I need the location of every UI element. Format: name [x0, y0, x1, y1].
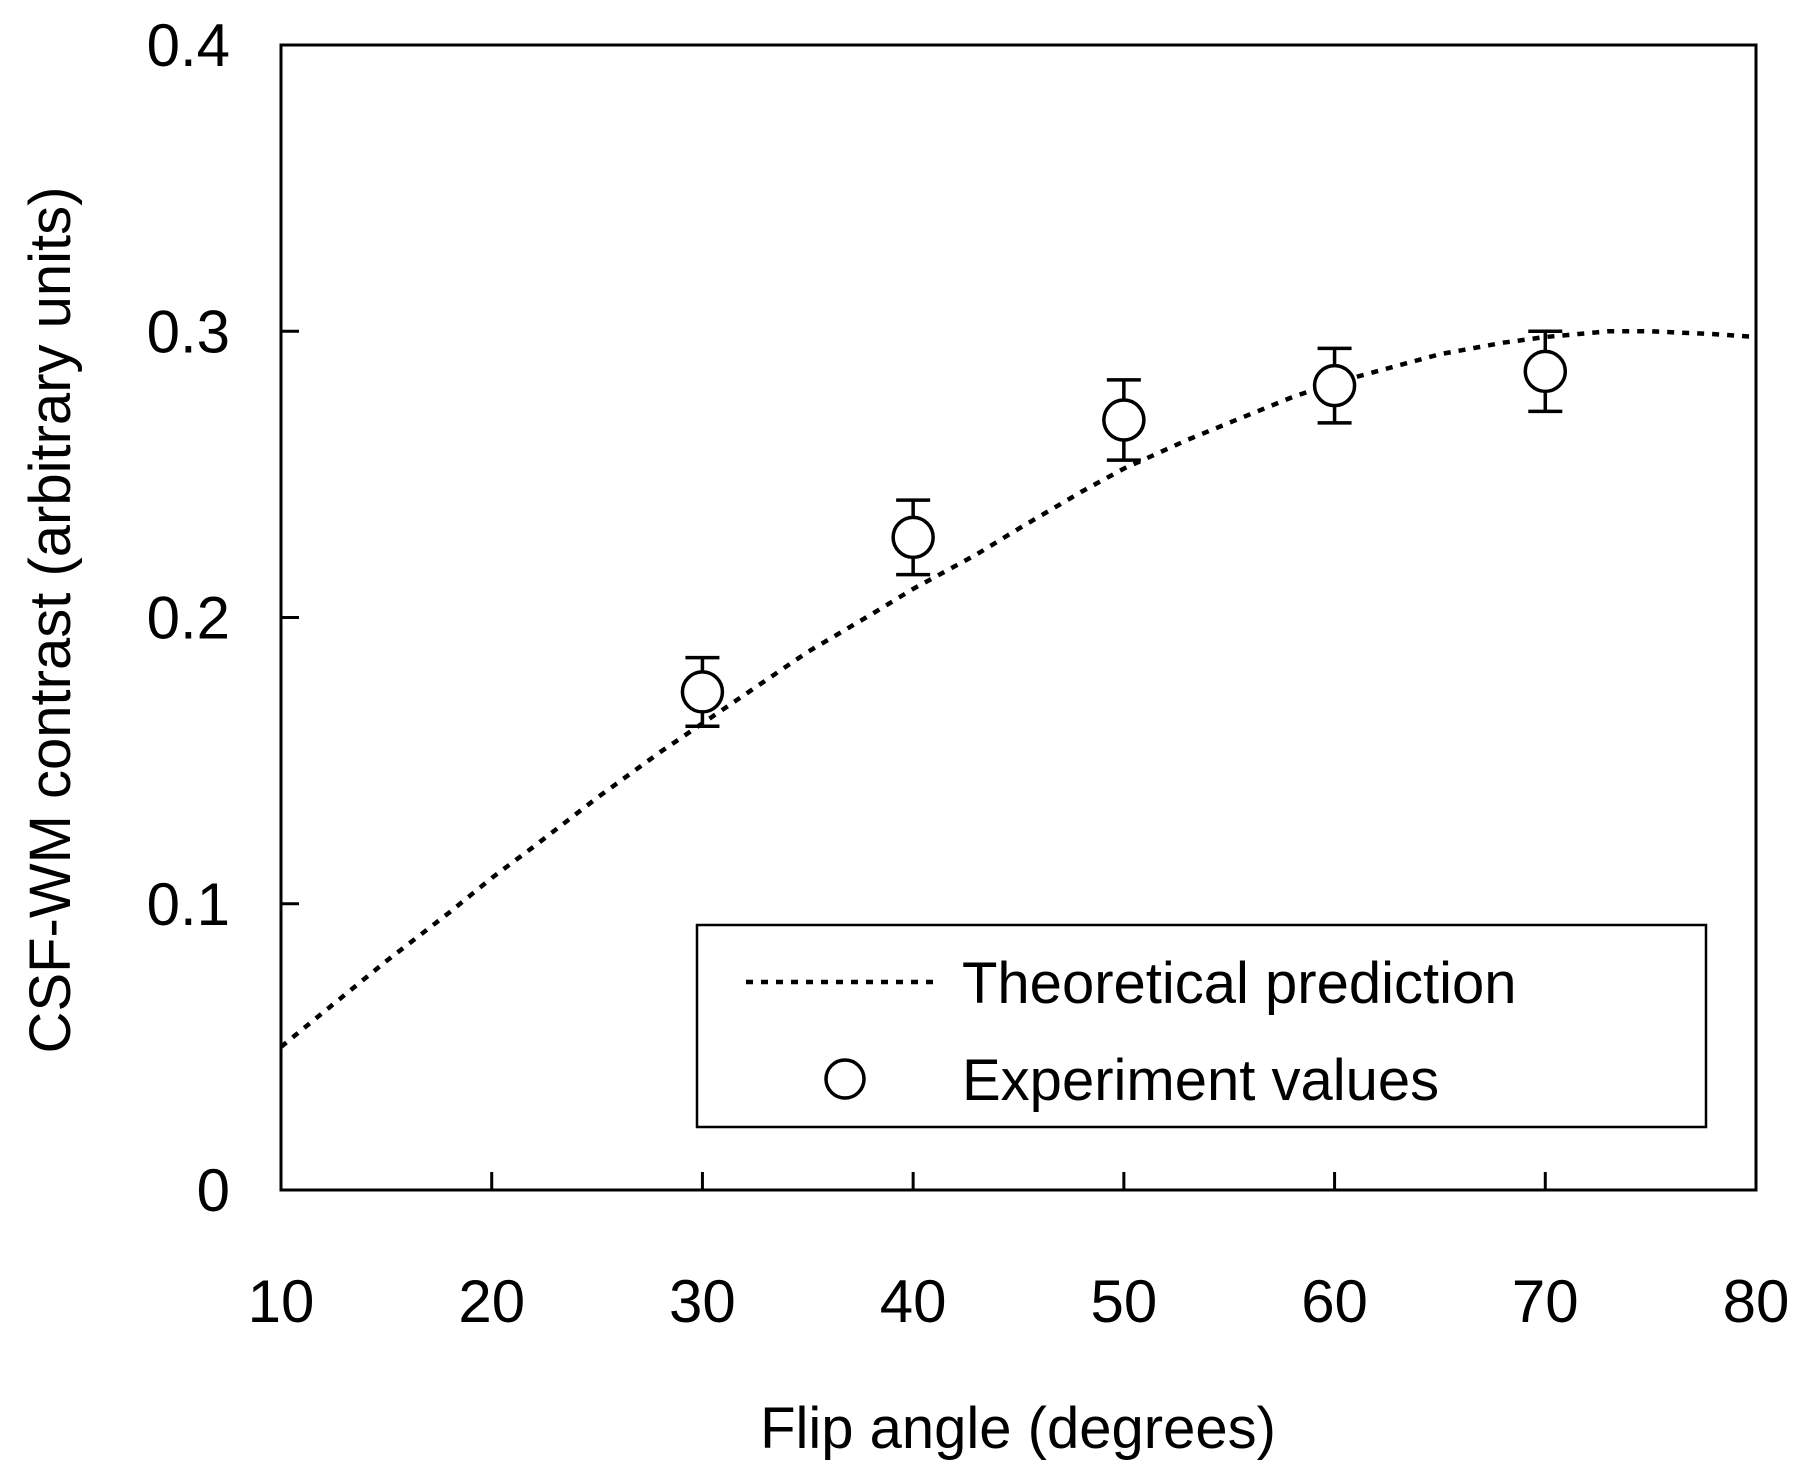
theoretical-prediction-line	[279, 329, 1757, 1049]
legend-frame	[695, 923, 1708, 1129]
x-tick-label: 10	[248, 1268, 315, 1335]
x-axis-title: Flip angle (degrees)	[760, 1396, 1276, 1461]
y-tick-label: 0.2	[147, 585, 230, 652]
experiment-point	[680, 670, 725, 714]
x-tick-label: 50	[1090, 1268, 1157, 1335]
y-tick-label: 0.1	[147, 871, 230, 938]
experiment-point	[1102, 398, 1146, 442]
y-tick-label: 0.3	[147, 298, 230, 365]
x-tick-label: 60	[1301, 1268, 1368, 1335]
x-tick-label: 20	[458, 1268, 525, 1335]
experiment-point	[1312, 363, 1357, 408]
x-axis-ticks: 10 20 30 40 50 60 70 80	[248, 1172, 1790, 1335]
x-tick-label: 80	[1723, 1268, 1790, 1335]
x-tick-label: 70	[1512, 1268, 1579, 1335]
legend-label-experiment-values: Experiment values	[962, 1048, 1439, 1113]
x-tick-label: 40	[880, 1268, 947, 1335]
legend-swatch-experiment-values	[824, 1058, 866, 1100]
legend: Theoretical prediction Experiment values	[695, 923, 1708, 1129]
y-tick-label: 0.4	[147, 12, 230, 79]
theoretical-prediction-line-group	[279, 329, 1757, 1049]
y-axis-title: CSF-WM contrast (arbitrary units)	[18, 187, 83, 1054]
x-tick-label: 30	[669, 1268, 736, 1335]
y-tick-label: 0	[197, 1157, 230, 1224]
y-axis-ticks: 0 0.1 0.2 0.3 0.4	[147, 12, 299, 1224]
experiment-point	[891, 515, 935, 560]
experiment-point	[1523, 349, 1568, 394]
experiment-marker-group	[680, 349, 1568, 714]
legend-label-theoretical-prediction: Theoretical prediction	[962, 951, 1517, 1016]
